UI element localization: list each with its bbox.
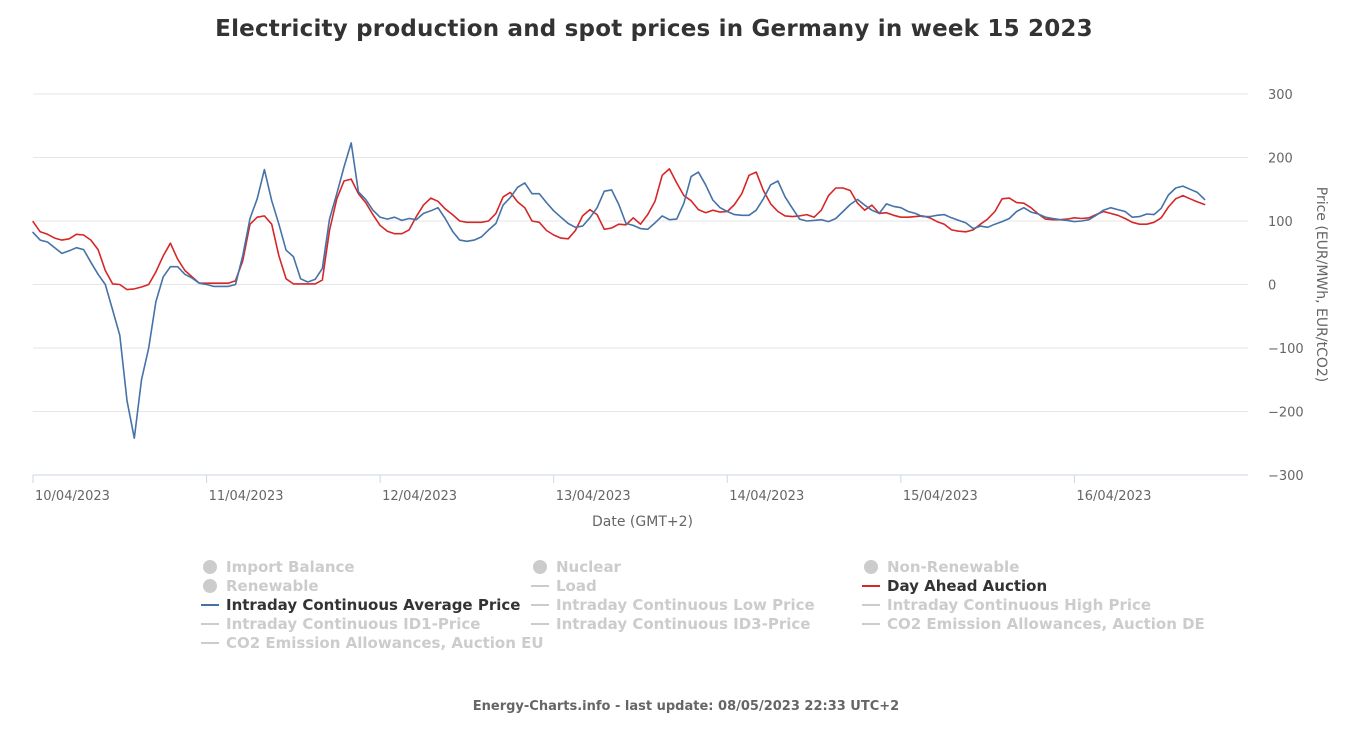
x-tick-label: 16/04/2023 — [1076, 489, 1151, 504]
legend-line-icon — [861, 578, 881, 594]
legend-item-nuclear[interactable]: Nuclear — [530, 558, 621, 576]
legend-label: Nuclear — [556, 558, 621, 576]
x-tick-label: 12/04/2023 — [382, 489, 457, 504]
y-tick-label: −200 — [1268, 406, 1304, 421]
legend-item-non-renewable[interactable]: Non-Renewable — [861, 558, 1019, 576]
x-tick-label: 15/04/2023 — [903, 489, 978, 504]
legend-dot-icon — [530, 559, 550, 575]
legend-line-icon — [530, 578, 550, 594]
legend-item-import-balance[interactable]: Import Balance — [200, 558, 355, 576]
chart-title: Electricity production and spot prices i… — [215, 16, 1093, 42]
legend-label: Renewable — [226, 577, 319, 595]
legend-label: Intraday Continuous Low Price — [556, 596, 815, 614]
legend-label: CO2 Emission Allowances, Auction EU — [226, 634, 544, 652]
legend-line-icon — [200, 597, 220, 613]
legend-label: CO2 Emission Allowances, Auction DE — [887, 615, 1205, 633]
legend-item-intraday-continuous-id1-price[interactable]: Intraday Continuous ID1-Price — [200, 615, 480, 633]
legend-line-icon — [200, 616, 220, 632]
legend-label: Non-Renewable — [887, 558, 1020, 576]
x-tick-label: 13/04/2023 — [556, 489, 631, 504]
legend-label: Intraday Continuous ID1-Price — [226, 615, 481, 633]
x-tick-label: 11/04/2023 — [209, 489, 284, 504]
legend-item-intraday-continuous-id3-price[interactable]: Intraday Continuous ID3-Price — [530, 615, 810, 633]
series-line-intraday-continuous-average-price — [32, 142, 1206, 439]
legend-item-load[interactable]: Load — [530, 577, 597, 595]
chart-plot-area: 300 200 100 0 −100 −200 −300 10/04/2023 11/04/20… — [32, 88, 1329, 530]
y-tick-label: 200 — [1268, 152, 1293, 167]
x-tick-label: 14/04/2023 — [729, 489, 804, 504]
series-line-day-ahead-auction — [32, 168, 1206, 291]
legend-item-intraday-continuous-low-price[interactable]: Intraday Continuous Low Price — [530, 596, 815, 614]
legend-label: Intraday Continuous ID3-Price — [556, 615, 811, 633]
legend-label: Intraday Continuous Average Price — [226, 596, 521, 614]
legend-item-day-ahead-auction[interactable]: Day Ahead Auction — [861, 577, 1047, 595]
y-axis-title: Price (EUR/MWh, EUR/tCO2) — [1313, 187, 1329, 383]
y-tick-label: 0 — [1268, 279, 1276, 294]
legend-item-co2-emission-allowances-auction-eu[interactable]: CO2 Emission Allowances, Auction EU — [200, 634, 544, 652]
y-tick-label: 100 — [1268, 215, 1293, 230]
legend-label: Load — [556, 577, 597, 595]
legend-item-co2-emission-allowances-auction-de[interactable]: CO2 Emission Allowances, Auction DE — [861, 615, 1205, 633]
legend-line-icon — [861, 597, 881, 613]
credits-text[interactable]: Energy-Charts.info - last update: 08/05/… — [472, 699, 900, 714]
x-axis-title: Date (GMT+2) — [592, 514, 693, 530]
y-tick-label: −100 — [1268, 342, 1304, 357]
legend-line-icon — [530, 616, 550, 632]
legend-item-intraday-continuous-high-price[interactable]: Intraday Continuous High Price — [861, 596, 1151, 614]
legend-dot-icon — [200, 578, 220, 594]
legend-line-icon — [200, 635, 220, 651]
legend-line-icon — [861, 616, 881, 632]
legend-label: Import Balance — [226, 558, 355, 576]
legend-dot-icon — [861, 559, 881, 575]
legend-item-renewable[interactable]: Renewable — [200, 577, 319, 595]
legend-label: Day Ahead Auction — [887, 577, 1048, 595]
y-tick-label: 300 — [1268, 88, 1293, 103]
legend-label: Intraday Continuous High Price — [887, 596, 1152, 614]
legend-dot-icon — [200, 559, 220, 575]
legend-item-intraday-continuous-average-price[interactable]: Intraday Continuous Average Price — [200, 596, 520, 614]
y-tick-label: −300 — [1268, 469, 1304, 484]
legend-line-icon — [530, 597, 550, 613]
x-tick-label: 10/04/2023 — [35, 489, 110, 504]
